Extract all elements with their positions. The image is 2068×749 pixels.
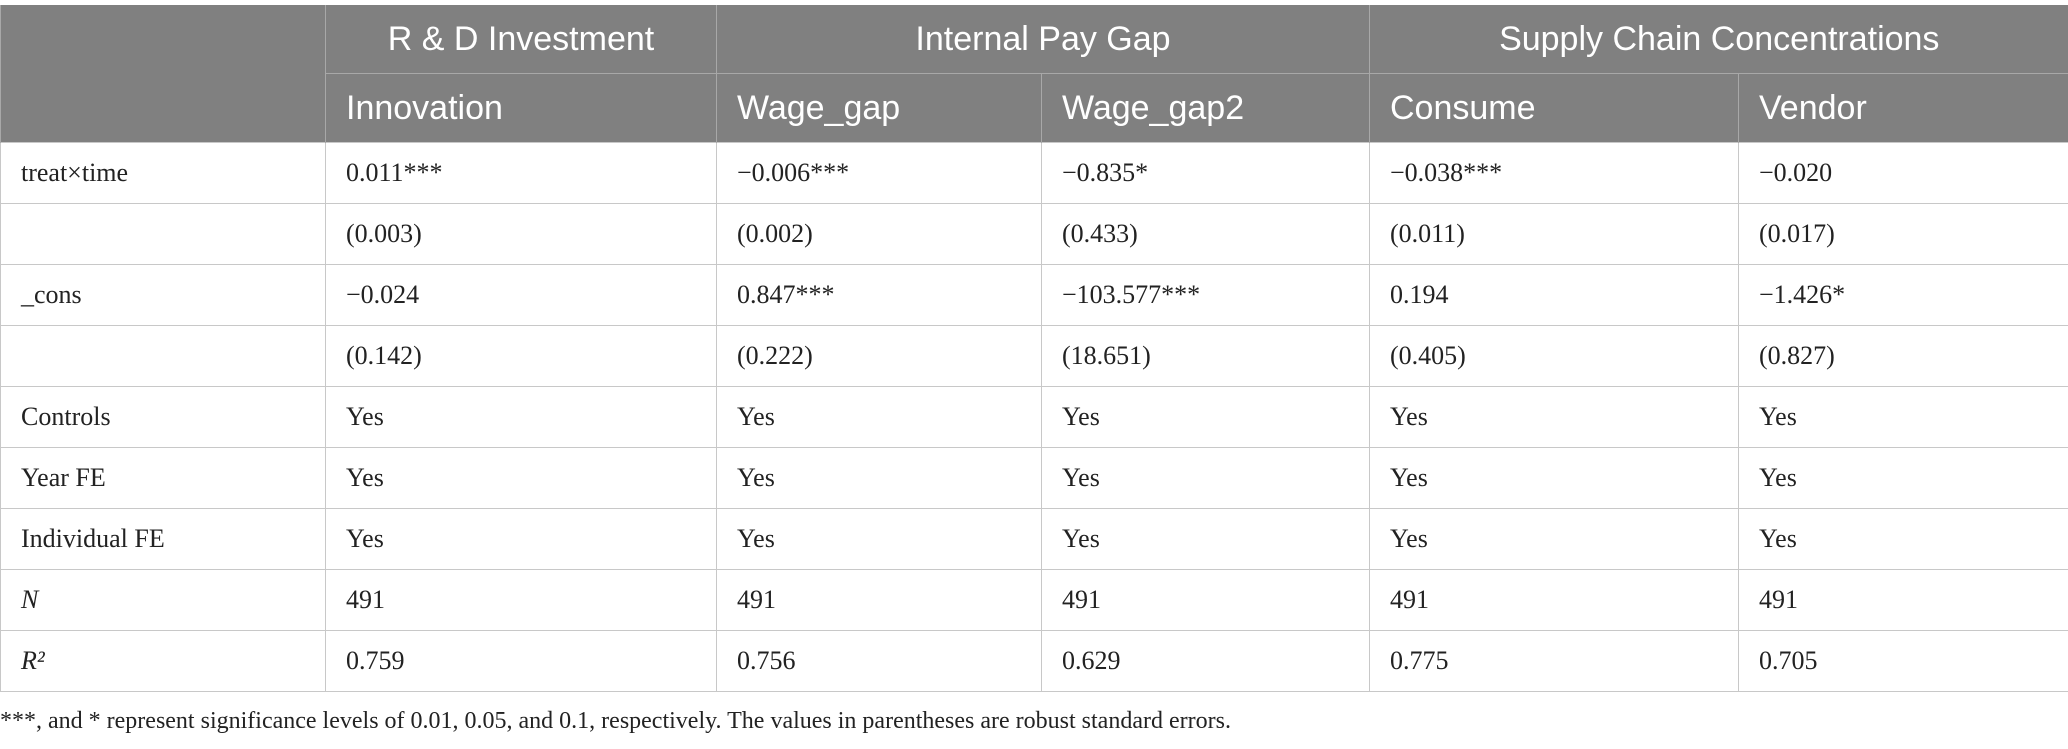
cell: Yes [1041,386,1370,448]
cell: 491 [325,569,717,631]
cell: Yes [1738,508,2068,570]
cell: Yes [716,508,1042,570]
cell: 491 [716,569,1042,631]
row-label: N [0,569,326,631]
cell: Yes [1738,386,2068,448]
cell: 0.756 [716,630,1042,692]
cell: Yes [1041,508,1370,570]
group-header: Internal Pay Gap [716,5,1370,74]
regression-table: R & D Investment Internal Pay Gap Supply C… [0,5,2068,692]
cell: (0.002) [716,203,1042,265]
table-row: N 491 491 491 491 491 [0,569,2068,631]
table-row: Year FE Yes Yes Yes Yes Yes [0,447,2068,509]
table-row: (0.003) (0.002) (0.433) (0.011) (0.017) [0,203,2068,265]
table-row: Controls Yes Yes Yes Yes Yes [0,386,2068,448]
cell: 491 [1738,569,2068,631]
table-row: treat×time 0.011*** −0.006*** −0.835* −0.038… [0,142,2068,204]
cell: −0.024 [325,264,717,326]
cell: Yes [716,447,1042,509]
cell: −0.038*** [1369,142,1739,204]
row-label: Year FE [0,447,326,509]
cell: Yes [325,386,717,448]
cell: −0.006*** [716,142,1042,204]
cell: −103.577*** [1041,264,1370,326]
row-label: Individual FE [0,508,326,570]
cell: 0.705 [1738,630,2068,692]
cell: 491 [1041,569,1370,631]
cell: (0.142) [325,325,717,387]
table-header: R & D Investment Internal Pay Gap Supply C… [0,5,2068,143]
empty-cell [0,203,326,265]
cell: 0.775 [1369,630,1739,692]
row-label: R² [0,630,326,692]
column-row: Innovation Wage_gap Wage_gap2 Consume Vendor [1,73,2068,143]
cell: Yes [1369,447,1739,509]
column-header: Wage_gap [716,73,1042,143]
cell: (0.405) [1369,325,1739,387]
table-body: treat×time 0.011*** −0.006*** −0.835* −0.038… [0,142,2068,692]
cell: (0.011) [1369,203,1739,265]
cell: (0.433) [1041,203,1370,265]
cell: Yes [1369,386,1739,448]
group-header: Supply Chain Concentrations [1369,5,2068,74]
row-label: treat×time [0,142,326,204]
table-row: (0.142) (0.222) (18.651) (0.405) (0.827) [0,325,2068,387]
group-row: R & D Investment Internal Pay Gap Supply C… [0,5,2068,143]
row-label: _cons [0,264,326,326]
table-row: R² 0.759 0.756 0.629 0.775 0.705 [0,630,2068,692]
corner-cell [0,5,326,143]
column-header: Innovation [325,73,717,143]
footnote: ***, and * represent significance levels… [0,708,1231,734]
cell: (0.222) [716,325,1042,387]
cell: (0.017) [1738,203,2068,265]
column-header: Wage_gap2 [1041,73,1370,143]
column-header: Vendor [1738,73,2068,143]
cell: Yes [1041,447,1370,509]
row-label: Controls [0,386,326,448]
cell: −1.426* [1738,264,2068,326]
cell: (18.651) [1041,325,1370,387]
cell: Yes [325,447,717,509]
cell: −0.020 [1738,142,2068,204]
cell: 0.011*** [325,142,717,204]
cell: 0.759 [325,630,717,692]
cell: (0.827) [1738,325,2068,387]
cell: Yes [1369,508,1739,570]
cell: Yes [325,508,717,570]
cell: 0.194 [1369,264,1739,326]
cell: 0.847*** [716,264,1042,326]
cell: Yes [1738,447,2068,509]
table-row: Individual FE Yes Yes Yes Yes Yes [0,508,2068,570]
cell: 491 [1369,569,1739,631]
column-header: Consume [1369,73,1739,143]
table-row: _cons −0.024 0.847*** −103.577*** 0.194 −1.42… [0,264,2068,326]
empty-cell [0,325,326,387]
cell: −0.835* [1041,142,1370,204]
cell: Yes [716,386,1042,448]
cell: (0.003) [325,203,717,265]
cell: 0.629 [1041,630,1370,692]
group-header: R & D Investment [325,5,717,74]
